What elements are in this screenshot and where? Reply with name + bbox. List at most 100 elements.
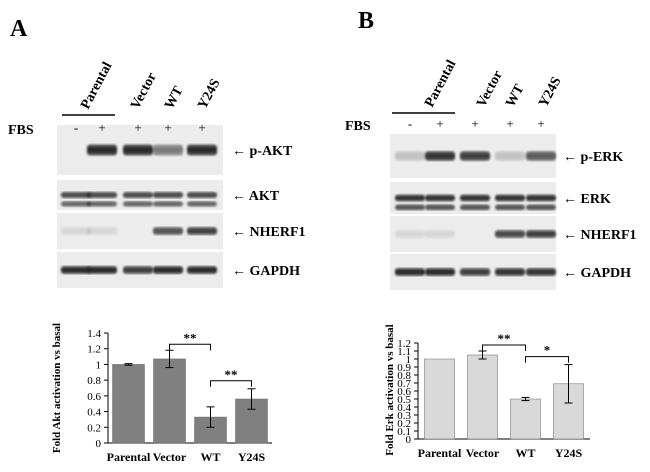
blot-band-b-1-2	[460, 194, 490, 202]
blot-band-b-3-0	[395, 268, 425, 276]
blot-band-a-3-1	[87, 266, 117, 274]
x-tick-label-0: Parental	[107, 450, 151, 464]
y-axis-label: Fold Erk activation vs basal	[384, 324, 396, 455]
blot-band-a-3-2	[123, 266, 153, 274]
lane-group-label-a-1: Vector	[128, 70, 160, 112]
blot-band-lower-b-1-0	[395, 204, 425, 211]
blot-band-lower-a-1-3	[153, 201, 183, 207]
bar-1	[467, 354, 498, 440]
lane-group-label-b-1: Vector	[474, 68, 506, 110]
blot-band-a-2-4	[187, 227, 217, 235]
y-tick-label: 0.2	[87, 422, 101, 434]
panel-letter-b: B	[358, 8, 374, 34]
blot-band-b-0-3	[495, 151, 525, 161]
y-tick-label: 0.4	[397, 402, 411, 414]
fbs-label-a: FBS	[8, 123, 34, 138]
significance-label-0: **	[498, 331, 511, 346]
significance-bracket-0	[482, 344, 526, 351]
blot-band-a-1-1	[87, 191, 117, 199]
y-tick-label: 1	[96, 359, 102, 371]
blot-band-a-0-2	[123, 144, 153, 156]
blot-band-a-1-2	[123, 191, 153, 199]
fbs-mark-a-2: +	[134, 120, 141, 135]
blot-label-a-2: ← NHERF1	[232, 225, 306, 240]
blot-band-a-0-4	[187, 144, 217, 156]
blot-band-a-3-3	[153, 266, 183, 274]
x-tick-label-0: Parental	[418, 446, 462, 460]
significance-bracket-1	[525, 356, 569, 363]
blot-band-b-2-4	[526, 230, 556, 238]
blot-band-a-3-4	[187, 266, 217, 274]
blot-band-lower-b-1-2	[460, 204, 490, 211]
fbs-label-b: FBS	[345, 119, 371, 134]
x-tick-label-1: Vector	[153, 450, 187, 464]
blot-band-b-3-4	[526, 268, 556, 276]
blot-band-a-3-0	[61, 266, 91, 274]
lane-group-label-a-2: WT	[162, 84, 187, 112]
blot-band-b-1-1	[425, 194, 455, 202]
blot-band-a-1-3	[153, 191, 183, 199]
y-tick-label: 1.2	[87, 344, 101, 356]
y-tick-label: 0	[96, 438, 102, 450]
y-tick-label: 0.7	[397, 378, 411, 390]
blot-band-a-0-3	[153, 144, 183, 156]
lane-group-label-b-3: Y24S	[536, 74, 564, 109]
blot-label-b-1: ← ERK	[563, 192, 611, 207]
blot-label-b-2: ← NHERF1	[563, 228, 637, 243]
significance-bracket-1	[210, 380, 252, 387]
blot-band-b-2-3	[495, 230, 525, 238]
blot-band-b-3-3	[495, 268, 525, 276]
y-tick-label: 0.6	[397, 386, 411, 398]
blot-band-a-2-0	[61, 227, 91, 235]
blot-band-b-0-0	[395, 151, 425, 161]
y-tick-label: 1.1	[397, 346, 411, 358]
blot-band-b-1-3	[495, 194, 525, 202]
bar-0	[424, 358, 455, 440]
blot-band-b-3-2	[460, 268, 490, 276]
fbs-mark-b-1: +	[436, 116, 443, 131]
fbs-mark-a-1: +	[98, 120, 105, 135]
y-tick-label: 0.8	[397, 370, 411, 382]
x-tick-label-3: Y24S	[238, 450, 266, 464]
significance-label-1: *	[544, 343, 551, 358]
significance-label-1: **	[225, 367, 238, 382]
y-tick-label: 0.1	[397, 426, 411, 438]
lane-group-label-a-3: Y24S	[195, 76, 223, 111]
bar-1	[153, 358, 186, 444]
bar-chart-1: 00.10.20.30.40.50.60.70.80.911.11.2Fold …	[384, 324, 590, 460]
y-tick-label: 0.2	[397, 418, 411, 430]
lane-group-label-b-0: Parental	[422, 58, 459, 110]
blot-band-b-1-4	[526, 194, 556, 202]
blot-band-lower-b-1-1	[425, 204, 455, 211]
blot-band-lower-b-1-3	[495, 204, 525, 211]
blot-band-b-0-1	[425, 151, 455, 161]
fbs-mark-b-2: +	[471, 116, 478, 131]
blot-label-b-3: ← GAPDH	[563, 266, 631, 281]
significance-bracket-0	[169, 343, 211, 351]
y-tick-label: 1.2	[397, 338, 411, 350]
blot-label-a-0: ← p-AKT	[232, 144, 293, 159]
y-tick-label: 0.5	[397, 394, 411, 406]
y-tick-label: 1	[406, 354, 412, 366]
blot-band-lower-a-1-1	[87, 201, 117, 207]
lane-group-label-b-2: WT	[503, 82, 528, 110]
blot-band-b-1-0	[395, 194, 425, 202]
blot-band-a-1-4	[187, 191, 217, 199]
y-tick-label: 1.4	[87, 328, 101, 340]
y-tick-label: 0.8	[87, 375, 101, 387]
fbs-mark-b-4: +	[537, 116, 544, 131]
fbs-mark-a-3: +	[164, 120, 171, 135]
y-axis-label: Fold Akt activation vs basal	[51, 323, 63, 453]
y-tick-label: 0.9	[397, 362, 411, 374]
blot-band-a-2-3	[153, 227, 183, 235]
y-tick-label: 0.3	[397, 410, 411, 422]
blot-label-a-3: ← GAPDH	[232, 264, 300, 279]
blot-band-b-2-0	[395, 230, 425, 238]
x-tick-label-2: WT	[200, 450, 220, 464]
blot-band-a-0-1	[87, 144, 117, 156]
blot-label-a-1: ← AKT	[232, 189, 280, 204]
x-tick-label-2: WT	[515, 446, 535, 460]
blot-band-b-0-4	[526, 151, 556, 161]
panel-letter-a: A	[10, 16, 28, 42]
